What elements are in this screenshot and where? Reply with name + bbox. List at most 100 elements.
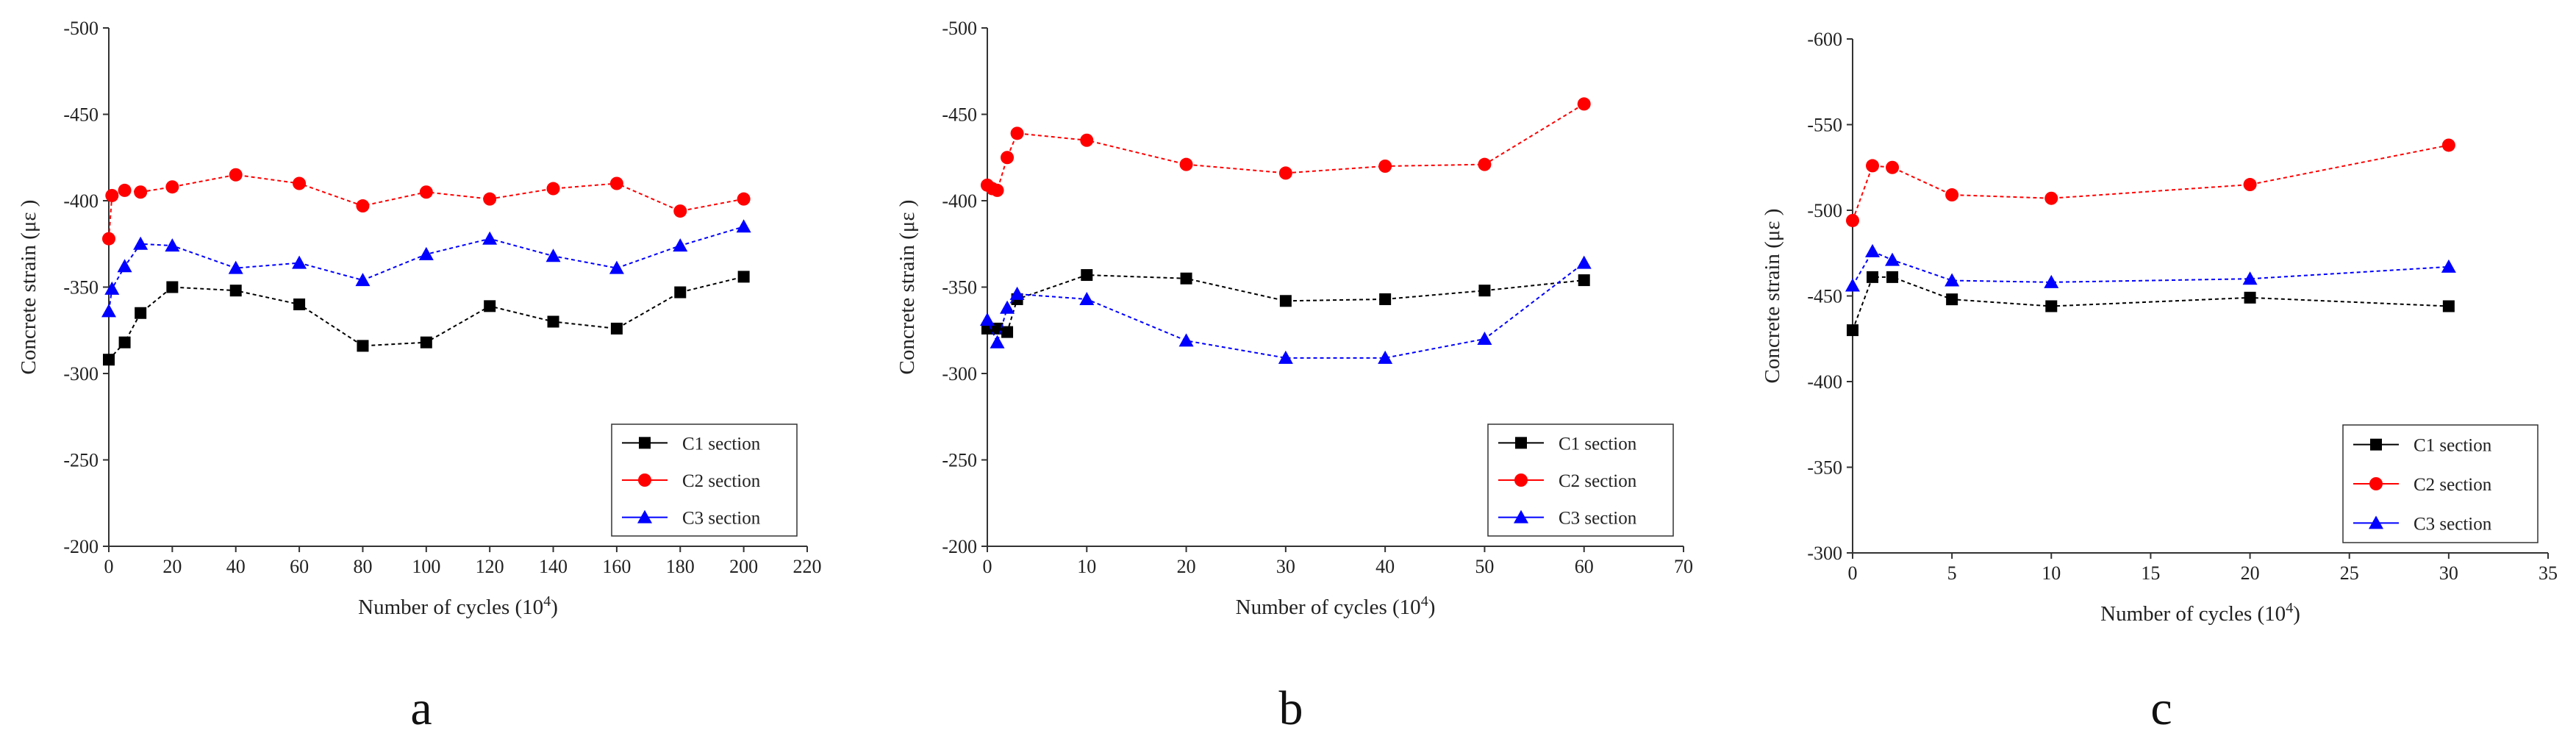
data-point-c3-section xyxy=(292,255,307,269)
series-c3-section xyxy=(101,219,751,318)
data-point-c3-section xyxy=(1009,286,1025,300)
data-point-c3-section xyxy=(673,238,688,252)
data-point-c3-section xyxy=(1576,255,1592,269)
data-point-c3-section xyxy=(1278,350,1293,364)
legend: C1 section C2 section C3 section xyxy=(611,423,798,537)
legend-marker xyxy=(2369,515,2383,529)
series-c2-section xyxy=(1846,138,2455,227)
x-tick-label: 25 xyxy=(2340,562,2359,584)
data-point-c3-section xyxy=(1944,273,1960,287)
legend-item-c3-section: C3 section xyxy=(2353,514,2492,534)
chart-panel-c: 0 5 10 15 20 25 30 35 -300 -350 -400 -450 -500 -550 -6… xyxy=(1761,29,2558,735)
legend-item-c1-section: C1 section xyxy=(2353,436,2492,456)
data-point-c1-section xyxy=(610,322,623,335)
data-point-c3-section xyxy=(228,260,243,274)
series-c3-section xyxy=(980,255,1592,364)
y-tick-label: -300 xyxy=(63,363,99,385)
data-point-c3-section xyxy=(104,281,120,295)
y-tick-label: -250 xyxy=(63,450,99,471)
data-point-c3-section xyxy=(1477,332,1492,345)
series-layer xyxy=(101,168,751,366)
legend-item-c3-section: C3 section xyxy=(622,509,761,529)
x-tick-label: 40 xyxy=(1375,556,1395,577)
data-point-c2-section xyxy=(1378,160,1392,173)
data-point-c3-section xyxy=(736,219,751,233)
data-point-c1-section xyxy=(118,336,131,349)
legend: C1 section C2 section C3 section xyxy=(2342,424,2539,543)
y-tick-label: -350 xyxy=(1807,457,1842,479)
x-axis-title-text: Number of cycles (10 xyxy=(358,596,543,619)
y-tick-label: -400 xyxy=(63,190,99,212)
legend-marker xyxy=(1515,437,1527,449)
axis-ticks: 0 10 20 30 40 50 60 70 -200 -250 -300 -350 -400 -450 -… xyxy=(942,18,1693,577)
x-axis-title-text: Number of cycles (10 xyxy=(1236,596,1421,619)
data-point-c2-section xyxy=(293,176,307,190)
legend-label: C2 section xyxy=(2414,475,2492,495)
data-point-c2-section xyxy=(165,180,179,194)
data-point-c1-section xyxy=(1886,271,1899,283)
x-tick-label: 60 xyxy=(1575,556,1594,577)
data-point-c3-section xyxy=(2242,271,2258,285)
y-tick-label: -600 xyxy=(1807,29,1842,50)
data-point-c2-section xyxy=(1886,160,1900,174)
x-axis-title: Number of cycles (104) xyxy=(2100,600,2300,626)
data-point-c1-section xyxy=(1081,269,1093,282)
x-tick-label: 200 xyxy=(729,556,758,577)
series-line-c3-section xyxy=(987,262,1585,359)
data-point-c3-section xyxy=(2044,274,2059,288)
data-point-c2-section xyxy=(2243,178,2257,192)
data-point-c1-section xyxy=(135,307,147,319)
data-point-c3-section xyxy=(482,231,498,245)
x-tick-label: 180 xyxy=(666,556,695,577)
data-point-c2-section xyxy=(1179,157,1193,171)
y-tick-label: -300 xyxy=(942,363,977,385)
y-tick-label: -500 xyxy=(63,18,99,39)
legend-label: C3 section xyxy=(2414,514,2492,534)
y-tick-label: -450 xyxy=(63,104,99,126)
x-axis-title-close: ) xyxy=(2293,602,2300,626)
data-point-c2-section xyxy=(1577,97,1591,111)
x-axis-title-text: Number of cycles (10 xyxy=(2100,602,2286,626)
series-c2-section xyxy=(981,97,1591,197)
y-tick-label: -200 xyxy=(63,536,99,557)
data-point-c2-section xyxy=(2044,191,2058,205)
data-point-c2-section xyxy=(229,168,243,182)
y-tick-label: -500 xyxy=(1807,200,1842,221)
legend-item-c3-section: C3 section xyxy=(1498,509,1637,529)
data-point-c2-section xyxy=(1945,188,1959,202)
y-tick-label: -350 xyxy=(942,277,977,299)
data-point-c3-section xyxy=(1178,333,1194,347)
x-axis-title-exponent: 4 xyxy=(543,593,551,610)
legend-marker xyxy=(1514,510,1528,523)
panel-caption-a: a xyxy=(410,682,432,735)
x-tick-label: 20 xyxy=(162,556,182,577)
data-point-c3-section xyxy=(1865,243,1881,257)
data-point-c2-section xyxy=(609,176,623,190)
data-point-c3-section xyxy=(990,335,1005,349)
legend-item-c2-section: C2 section xyxy=(1498,471,1637,491)
data-point-c2-section xyxy=(419,185,433,199)
legend-marker xyxy=(2370,438,2382,451)
y-tick-label: -400 xyxy=(1807,371,1842,393)
x-tick-label: 10 xyxy=(2042,562,2061,584)
x-tick-label: 0 xyxy=(983,556,992,577)
data-point-c3-section xyxy=(1845,278,1860,292)
data-point-c1-section xyxy=(1279,295,1292,307)
y-tick-label: -300 xyxy=(1807,543,1842,564)
x-tick-label: 140 xyxy=(539,556,568,577)
axis-ticks: 0 20 40 60 80 100 120 140 160 180 200 220 -200 -250 -3… xyxy=(63,18,821,577)
x-tick-label: 15 xyxy=(2141,562,2160,584)
data-point-c2-section xyxy=(2441,138,2455,152)
y-axis-title: Concrete strain (με ) xyxy=(1761,209,1784,384)
data-point-c1-section xyxy=(103,354,115,366)
x-tick-label: 70 xyxy=(1674,556,1693,577)
data-point-c2-section xyxy=(1278,166,1292,180)
data-point-c2-section xyxy=(1010,126,1024,140)
data-point-c2-section xyxy=(105,188,119,202)
legend-label: C2 section xyxy=(682,471,761,491)
x-axis-title: Number of cycles (104) xyxy=(358,593,558,619)
legend-marker xyxy=(639,437,651,449)
data-point-c2-section xyxy=(546,182,560,196)
x-tick-label: 30 xyxy=(1276,556,1295,577)
